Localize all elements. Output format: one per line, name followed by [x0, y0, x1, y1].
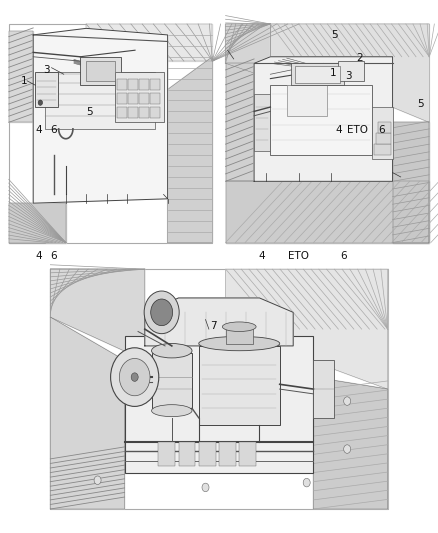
- Circle shape: [303, 479, 310, 487]
- Ellipse shape: [152, 405, 192, 417]
- Polygon shape: [86, 24, 212, 61]
- Text: 4: 4: [335, 125, 342, 135]
- Bar: [150, 79, 160, 91]
- Ellipse shape: [152, 343, 192, 358]
- Bar: [124, 336, 314, 473]
- Polygon shape: [226, 63, 254, 181]
- Bar: [199, 346, 280, 425]
- Polygon shape: [226, 181, 429, 243]
- Circle shape: [38, 100, 42, 106]
- Bar: [374, 144, 391, 155]
- Polygon shape: [9, 203, 66, 243]
- Text: 2: 2: [356, 53, 363, 63]
- Text: 3: 3: [43, 65, 50, 75]
- Text: 6: 6: [50, 125, 57, 135]
- Text: 6: 6: [340, 251, 347, 261]
- Ellipse shape: [199, 336, 280, 351]
- Bar: [35, 72, 58, 107]
- Bar: [376, 133, 391, 144]
- Circle shape: [144, 291, 179, 334]
- Polygon shape: [9, 30, 33, 123]
- Bar: [226, 327, 253, 344]
- Bar: [150, 107, 160, 118]
- Bar: [117, 107, 127, 118]
- Circle shape: [131, 373, 138, 382]
- Bar: [179, 442, 195, 466]
- Polygon shape: [145, 298, 293, 346]
- Bar: [199, 442, 215, 466]
- Text: 5: 5: [331, 30, 338, 41]
- Bar: [117, 79, 127, 91]
- Bar: [50, 269, 388, 509]
- Bar: [270, 85, 372, 155]
- Polygon shape: [254, 57, 392, 181]
- Text: 3: 3: [345, 71, 352, 81]
- Text: ETO: ETO: [288, 251, 309, 261]
- Bar: [80, 57, 121, 85]
- Bar: [128, 107, 138, 118]
- Text: 7: 7: [210, 321, 216, 331]
- Bar: [219, 442, 236, 466]
- Text: 6: 6: [378, 125, 385, 135]
- Polygon shape: [33, 28, 168, 203]
- Text: ETO: ETO: [346, 125, 367, 135]
- Polygon shape: [392, 123, 429, 243]
- Polygon shape: [50, 269, 145, 360]
- Bar: [295, 66, 339, 83]
- Bar: [158, 442, 175, 466]
- Text: 4: 4: [35, 251, 42, 261]
- Bar: [139, 79, 149, 91]
- Bar: [150, 93, 160, 104]
- Bar: [152, 353, 192, 408]
- Bar: [226, 24, 429, 243]
- Polygon shape: [314, 377, 388, 509]
- Circle shape: [344, 397, 351, 405]
- Bar: [9, 24, 212, 243]
- Polygon shape: [270, 24, 429, 123]
- Circle shape: [344, 445, 351, 453]
- Bar: [372, 107, 392, 159]
- Polygon shape: [226, 24, 270, 78]
- Bar: [378, 123, 391, 133]
- Bar: [239, 442, 256, 466]
- Text: 5: 5: [86, 107, 92, 117]
- Bar: [46, 72, 155, 129]
- Text: 5: 5: [417, 99, 424, 109]
- Circle shape: [94, 476, 101, 484]
- Circle shape: [119, 358, 150, 395]
- Polygon shape: [50, 317, 124, 509]
- Bar: [314, 360, 334, 418]
- Text: 1: 1: [329, 68, 336, 78]
- Polygon shape: [168, 57, 212, 243]
- Bar: [139, 107, 149, 118]
- Circle shape: [151, 299, 173, 326]
- Text: 4: 4: [35, 125, 42, 135]
- Text: 6: 6: [50, 251, 57, 261]
- Bar: [254, 94, 270, 151]
- Circle shape: [202, 483, 209, 491]
- Bar: [117, 93, 127, 104]
- Bar: [86, 61, 115, 81]
- Text: 1: 1: [20, 76, 27, 86]
- Polygon shape: [226, 269, 388, 389]
- Bar: [291, 63, 344, 85]
- Ellipse shape: [223, 322, 256, 332]
- Circle shape: [110, 348, 159, 406]
- Bar: [128, 79, 138, 91]
- Text: 4: 4: [259, 251, 265, 261]
- Bar: [286, 85, 328, 116]
- Bar: [128, 93, 138, 104]
- Bar: [115, 72, 163, 123]
- Bar: [338, 61, 364, 81]
- Bar: [139, 93, 149, 104]
